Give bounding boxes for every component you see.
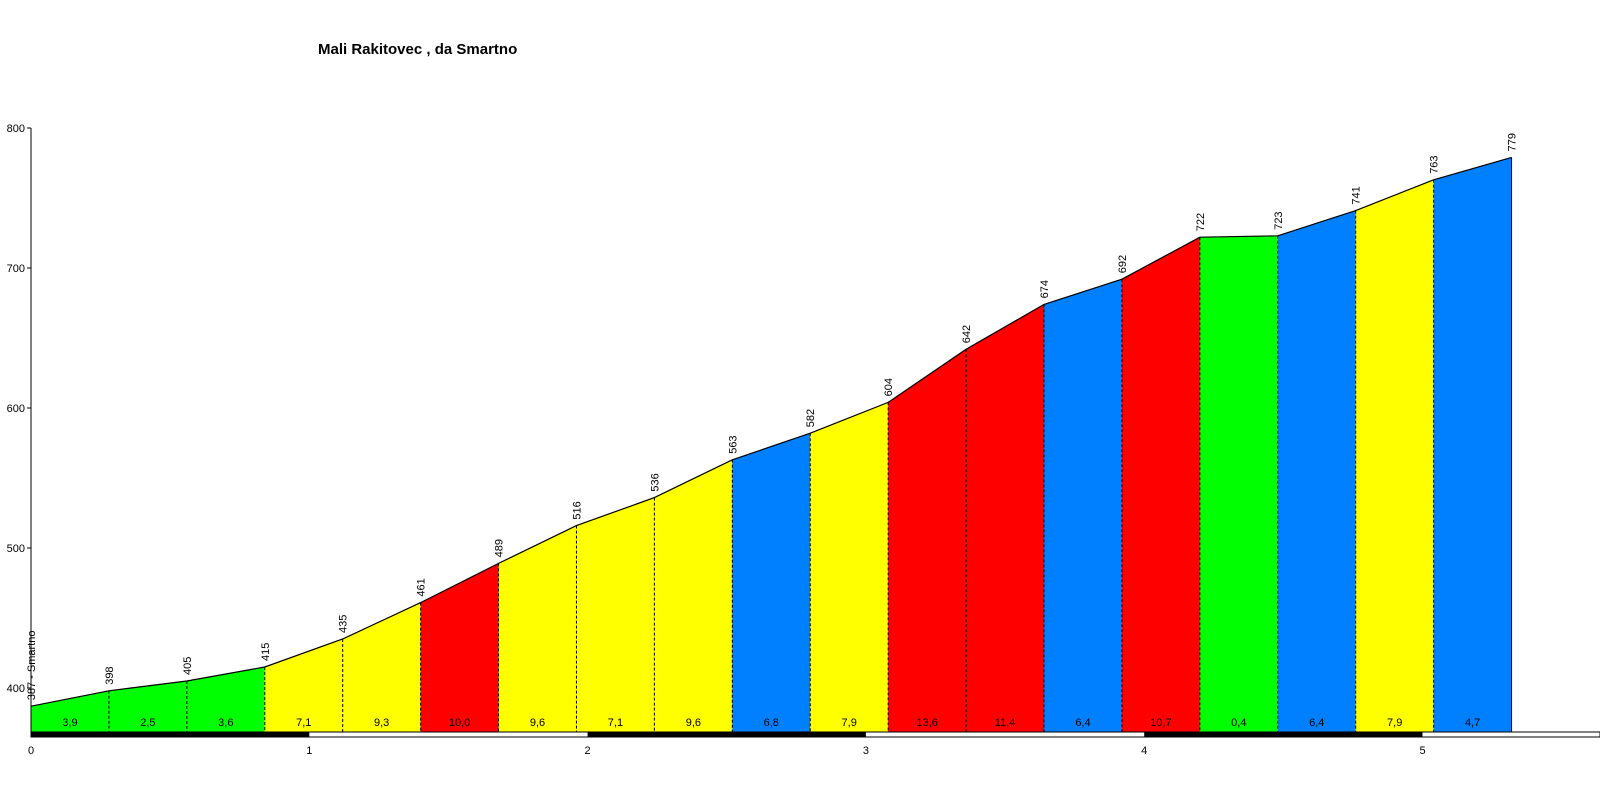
elevation-label: 692	[1117, 255, 1129, 273]
gradient-label: 3,9	[62, 717, 77, 729]
gradient-label: 13,6	[916, 717, 937, 729]
elevation-label: 489	[494, 539, 506, 557]
gradient-label: 9,6	[530, 717, 545, 729]
x-axis-bar-dark	[587, 732, 866, 737]
segment-area	[498, 525, 577, 732]
segment-area	[420, 563, 499, 732]
elevation-label: 604	[883, 378, 895, 396]
y-tick-label: 500	[7, 543, 25, 555]
gradient-labels: 3,9 2,5 3,6 7,1 9,3 10,0 9,6 7,1 9,6 6,8 7,9 13,6 11…	[62, 717, 1480, 729]
y-tick-label: 800	[7, 123, 25, 135]
segment-area	[108, 681, 187, 732]
segment-area	[966, 304, 1045, 732]
elevation-label: 435	[338, 615, 350, 633]
profile-line	[30, 156, 1512, 707]
gradient-label: 6,4	[1075, 717, 1090, 729]
segment-area	[342, 602, 421, 732]
profile-outline	[30, 156, 1513, 732]
gradient-segments	[31, 157, 1512, 733]
x-tick-label: 2	[585, 745, 591, 757]
gradient-label: 11,4	[995, 717, 1016, 729]
gradient-label: 4,7	[1465, 717, 1480, 729]
elevation-labels: 387 - Smartno 398 405 415 435 461 489 516 536 563…	[26, 133, 1519, 700]
elevation-label: 536	[649, 473, 661, 491]
gradient-label: 3,6	[218, 717, 233, 729]
gradient-label: 9,3	[374, 717, 389, 729]
segment-area	[1433, 157, 1512, 732]
chart-title: Mali Rakitovec , da Smartno	[318, 41, 517, 58]
segment-area	[1121, 237, 1200, 732]
elevation-label: 582	[805, 409, 817, 427]
x-tick-label: 3	[863, 745, 869, 757]
elevation-label: 763	[1429, 155, 1441, 173]
axes: 400 500 600 700 800 0 1 2 3 4 5	[7, 123, 1600, 757]
y-tick-label: 400	[7, 683, 25, 695]
segment-area	[576, 497, 655, 732]
segment-area	[1044, 279, 1122, 732]
gradient-label: 7,9	[1387, 717, 1402, 729]
elevation-label: 723	[1273, 211, 1285, 229]
elevation-label: 387 - Smartno	[26, 630, 38, 700]
gradient-label: 6,4	[1309, 717, 1324, 729]
x-axis-bar-dark	[31, 732, 310, 737]
gradient-label: 0,4	[1231, 717, 1246, 729]
elevation-label: 674	[1039, 280, 1051, 298]
elevation-label: 563	[727, 435, 739, 453]
segment-area	[1199, 235, 1278, 733]
x-tick-label: 5	[1419, 745, 1425, 757]
elevation-label: 642	[961, 325, 973, 343]
elevation-label: 741	[1351, 186, 1363, 204]
x-tick-label: 1	[306, 745, 312, 757]
y-tick-label: 700	[7, 263, 25, 275]
x-tick-label: 0	[28, 745, 34, 757]
segment-dividers	[108, 179, 1435, 732]
segment-area	[186, 667, 265, 732]
segment-area	[810, 402, 889, 732]
y-tick-label: 600	[7, 403, 25, 415]
elevation-label: 779	[1507, 133, 1519, 151]
gradient-label: 10,7	[1150, 717, 1171, 729]
x-tick-label: 4	[1141, 745, 1147, 757]
segment-area	[31, 690, 109, 732]
segment-area	[654, 459, 733, 732]
segment-area	[264, 639, 343, 732]
segment-area	[888, 349, 967, 732]
gradient-label: 7,1	[296, 717, 311, 729]
elevation-label: 398	[104, 666, 116, 684]
segment-area	[1355, 179, 1434, 733]
gradient-label: 2,5	[140, 717, 155, 729]
elevation-label: 415	[260, 643, 272, 661]
elevation-label: 516	[571, 501, 583, 519]
elevation-label: 405	[182, 657, 194, 675]
elevation-label: 461	[416, 578, 428, 596]
segment-area	[732, 433, 811, 732]
elevation-label: 722	[1195, 213, 1207, 231]
gradient-label: 9,6	[686, 717, 701, 729]
gradient-label: 6,8	[764, 717, 779, 729]
x-axis-bar-dark	[1144, 732, 1423, 737]
gradient-label: 7,1	[608, 717, 623, 729]
gradient-label: 10,0	[449, 717, 470, 729]
gradient-label: 7,9	[842, 717, 857, 729]
segment-area	[1277, 210, 1356, 733]
